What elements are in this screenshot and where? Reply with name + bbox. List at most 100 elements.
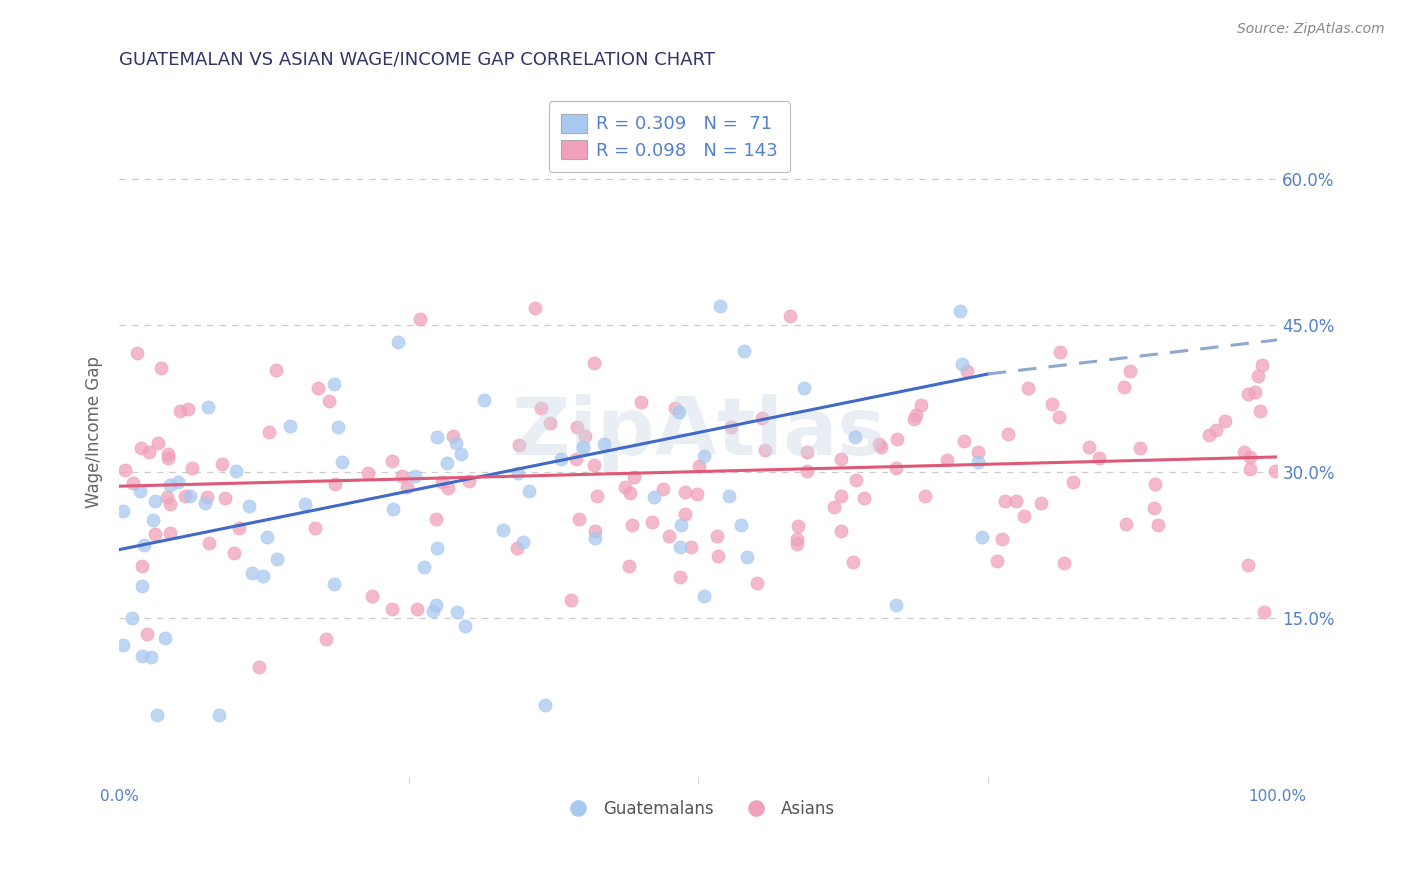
Point — [568, 512, 591, 526]
Point — [830, 524, 852, 539]
Point — [623, 470, 645, 484]
Point — [673, 485, 696, 500]
Point — [307, 381, 329, 395]
Point — [565, 419, 588, 434]
Point — [131, 559, 153, 574]
Point — [796, 464, 818, 478]
Point — [1118, 364, 1140, 378]
Point — [149, 361, 172, 376]
Point — [323, 376, 346, 391]
Point — [1088, 450, 1111, 465]
Point — [114, 462, 136, 476]
Point — [153, 631, 176, 645]
Point — [574, 429, 596, 443]
Point — [669, 540, 692, 554]
Point — [240, 566, 263, 581]
Point — [853, 491, 876, 505]
Point — [142, 513, 165, 527]
Point — [211, 458, 233, 472]
Point — [668, 405, 690, 419]
Point — [391, 469, 413, 483]
Point — [953, 434, 976, 448]
Point — [247, 659, 270, 673]
Point — [381, 501, 404, 516]
Point — [582, 356, 605, 370]
Point — [671, 518, 693, 533]
Point — [238, 500, 260, 514]
Point — [523, 301, 546, 316]
Point — [950, 357, 973, 371]
Point — [381, 453, 404, 467]
Point — [174, 490, 197, 504]
Point — [735, 549, 758, 564]
Point — [197, 400, 219, 414]
Point — [786, 532, 808, 546]
Point — [1237, 558, 1260, 573]
Point — [138, 444, 160, 458]
Point — [131, 579, 153, 593]
Point — [793, 381, 815, 395]
Point — [328, 419, 350, 434]
Point — [619, 486, 641, 500]
Point — [381, 602, 404, 616]
Point — [181, 460, 204, 475]
Point — [652, 482, 675, 496]
Point — [1244, 385, 1267, 400]
Point — [1017, 381, 1039, 395]
Point — [257, 425, 280, 439]
Point — [565, 452, 588, 467]
Point — [323, 577, 346, 591]
Point — [437, 481, 460, 495]
Point — [720, 420, 742, 434]
Point — [994, 494, 1017, 508]
Point — [1239, 462, 1261, 476]
Point — [1198, 428, 1220, 442]
Point — [1049, 345, 1071, 359]
Point — [159, 497, 181, 511]
Point — [134, 538, 156, 552]
Point — [681, 541, 703, 555]
Point — [779, 310, 801, 324]
Point — [884, 599, 907, 613]
Point — [617, 558, 640, 573]
Point — [572, 441, 595, 455]
Point — [159, 525, 181, 540]
Point — [506, 466, 529, 480]
Point — [430, 475, 453, 490]
Point — [997, 427, 1019, 442]
Point — [195, 490, 218, 504]
Point — [278, 419, 301, 434]
Point — [222, 546, 245, 560]
Point — [304, 521, 326, 535]
Point — [630, 395, 652, 409]
Point — [426, 430, 449, 444]
Point — [967, 455, 990, 469]
Point — [966, 445, 988, 459]
Point — [1205, 423, 1227, 437]
Point — [949, 303, 972, 318]
Point — [266, 363, 288, 377]
Point — [956, 364, 979, 378]
Point — [318, 394, 340, 409]
Point — [1253, 605, 1275, 619]
Point — [718, 489, 741, 503]
Point — [404, 469, 426, 483]
Point — [512, 535, 534, 549]
Point — [409, 312, 432, 326]
Point — [194, 496, 217, 510]
Point — [904, 408, 927, 422]
Point — [177, 401, 200, 416]
Point — [693, 450, 716, 464]
Point — [530, 401, 553, 416]
Point — [845, 473, 868, 487]
Point — [673, 507, 696, 521]
Point — [841, 555, 863, 569]
Point — [422, 604, 444, 618]
Point — [361, 589, 384, 603]
Point — [709, 299, 731, 313]
Point — [256, 530, 278, 544]
Point — [330, 455, 353, 469]
Point — [583, 524, 606, 538]
Point — [444, 436, 467, 450]
Point — [586, 489, 609, 503]
